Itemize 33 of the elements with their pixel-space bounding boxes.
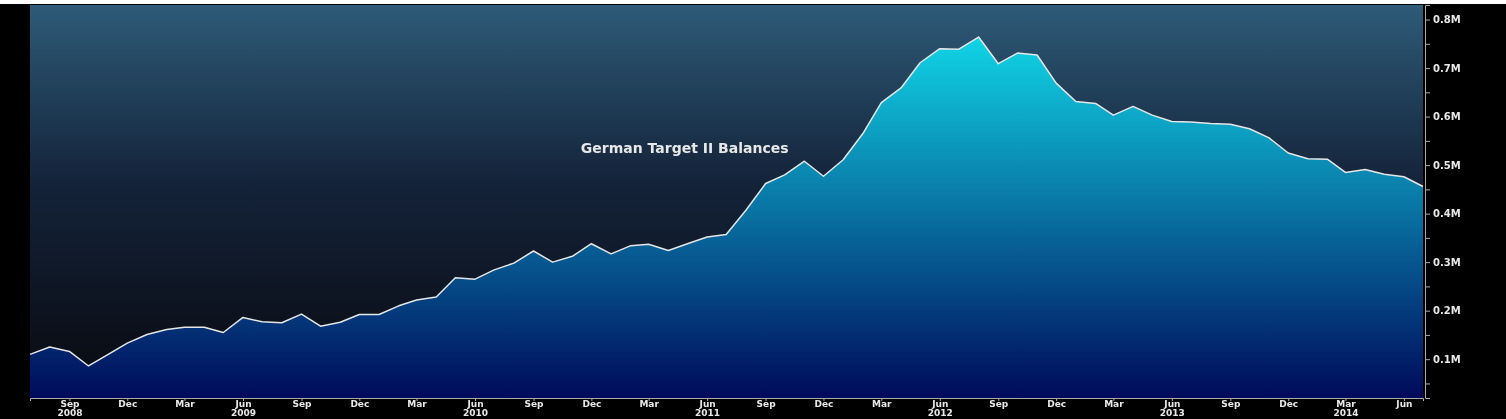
y-tick-label: 0.1M <box>1433 353 1461 365</box>
x-tick-label: Sep <box>524 399 545 409</box>
x-tick-label: Mar <box>407 399 428 409</box>
x-tick-label: Sep <box>989 399 1009 409</box>
x-tick-label: Dec <box>1047 399 1067 409</box>
x-tick-label: Mar <box>175 399 196 409</box>
y-tick-label: 0.4M <box>1433 208 1461 220</box>
x-tick-label: Jun 2010 <box>463 399 489 418</box>
x-tick-label: Jun 2013 <box>1159 399 1185 418</box>
x-tick-label: Sep 2008 <box>57 399 83 418</box>
x-tick-label: Sep <box>292 399 313 409</box>
x-tick-label: Mar <box>872 399 893 409</box>
x-tick-label: Jun 2012 <box>927 399 953 418</box>
y-tick-label: 0.3M <box>1433 256 1461 268</box>
y-tick-label: 0.6M <box>1433 111 1461 123</box>
x-tick-label: Dec <box>118 399 138 409</box>
x-tick-label: Mar <box>639 399 660 409</box>
x-tick-label: Dec <box>814 399 834 409</box>
y-tick-label: 0.2M <box>1433 305 1461 317</box>
x-tick-label: Sep <box>756 399 777 409</box>
text: German Target II Balances <box>580 140 789 156</box>
x-tick-label: Mar <box>1104 399 1125 409</box>
x-tick-label: Sep <box>1221 399 1241 409</box>
x-tick-label: Dec <box>582 399 602 409</box>
x-tick-label: Mar 2014 <box>1333 399 1359 418</box>
y-tick-label: 0.5M <box>1433 159 1461 171</box>
y-tick-label: 0.8M <box>1433 14 1461 26</box>
x-tick-label: Jun 2009 <box>230 399 257 418</box>
x-tick-label: Dec <box>350 399 370 409</box>
y-tick-label: 0.7M <box>1433 62 1461 74</box>
x-tick-label: Dec <box>1279 399 1299 409</box>
x-tick-label: Jun <box>1395 399 1413 409</box>
x-tick-label: Jun 2011 <box>695 399 721 418</box>
